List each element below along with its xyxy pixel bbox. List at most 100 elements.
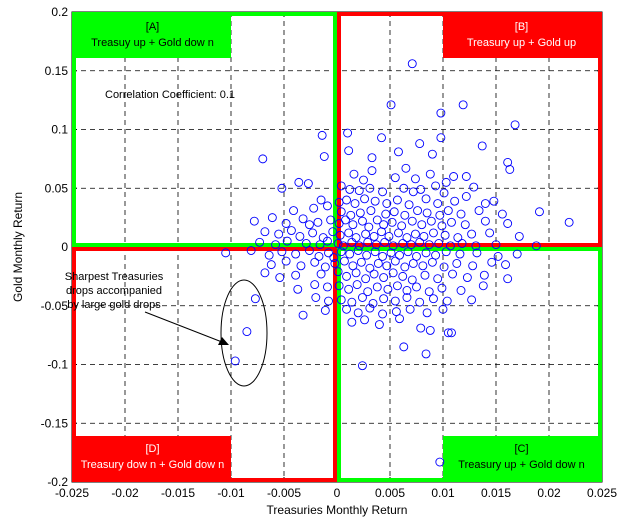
- data-point: [480, 216, 490, 226]
- data-point: [282, 236, 292, 246]
- data-point: [352, 280, 362, 290]
- data-point: [410, 229, 420, 239]
- data-point: [456, 209, 466, 219]
- data-point: [271, 240, 280, 250]
- data-point: [360, 315, 370, 325]
- y-tick-labels: 0.2 0.15 0.1 0.05 0 -0.05 -0.1 -0.15 -0.2: [41, 5, 602, 489]
- data-point: [365, 183, 375, 193]
- data-point: [264, 250, 274, 260]
- data-point: [401, 163, 411, 173]
- data-point: [497, 209, 507, 219]
- data-point: [303, 179, 313, 189]
- quadrant-b-label: Treasury up + Gold up: [467, 37, 576, 49]
- data-point: [445, 241, 455, 251]
- data-point: [369, 269, 379, 279]
- data-point: [311, 293, 321, 302]
- data-point: [275, 273, 285, 282]
- data-point: [354, 186, 364, 196]
- y-tick-label: 0: [61, 240, 68, 254]
- x-tick-label: -0.005: [267, 486, 301, 500]
- data-point: [342, 271, 351, 281]
- quadrant-c-tag: [C]: [514, 443, 528, 455]
- data-point: [467, 229, 477, 239]
- data-point: [319, 152, 329, 161]
- data-point: [433, 274, 443, 284]
- data-point: [398, 239, 408, 248]
- data-point: [379, 220, 389, 230]
- data-point: [514, 231, 524, 241]
- data-point: [347, 237, 357, 247]
- data-point: [324, 248, 333, 258]
- data-point: [357, 293, 367, 302]
- data-point: [372, 215, 382, 225]
- data-point: [392, 195, 402, 205]
- data-point: [255, 237, 265, 247]
- data-point: [355, 208, 365, 218]
- data-point: [274, 229, 284, 239]
- data-point: [365, 263, 375, 273]
- data-point: [395, 250, 404, 260]
- data-point: [336, 295, 346, 305]
- data-point: [369, 231, 379, 241]
- data-point: [395, 314, 404, 324]
- data-point: [344, 228, 354, 238]
- quadrant-d-label: Treasury dow n + Gold dow n: [81, 459, 225, 471]
- data-point: [493, 251, 503, 261]
- data-point: [316, 269, 326, 279]
- x-tick-label: -0.025: [55, 486, 89, 500]
- data-point: [277, 183, 287, 193]
- data-point: [477, 141, 487, 151]
- quadrant-d-tag: [D]: [145, 443, 159, 455]
- data-point: [386, 100, 396, 110]
- callout-line-2: drops accompanied: [66, 285, 162, 297]
- data-point: [448, 269, 457, 279]
- data-point: [221, 248, 231, 258]
- data-point: [503, 274, 513, 284]
- data-point: [313, 217, 323, 227]
- data-point: [310, 257, 320, 267]
- x-axis-label: Treasuries Monthly Return: [267, 503, 408, 517]
- data-point: [378, 251, 388, 261]
- data-point: [400, 262, 410, 272]
- data-point: [392, 281, 402, 291]
- quadrant-boxes: [A] Treasuy up + Gold dow n [B] Treasury up…: [72, 12, 602, 482]
- data-point: [412, 282, 421, 292]
- data-point: [323, 282, 332, 292]
- data-point: [457, 239, 467, 248]
- data-point: [339, 256, 349, 266]
- data-point: [407, 216, 417, 226]
- data-point: [277, 247, 287, 257]
- data-point: [365, 303, 375, 313]
- data-point: [357, 216, 367, 226]
- data-point: [349, 169, 359, 179]
- data-point: [438, 304, 448, 314]
- data-point: [315, 240, 325, 250]
- data-point: [370, 247, 380, 257]
- data-point: [416, 184, 426, 194]
- data-point: [390, 173, 400, 183]
- data-point: [380, 237, 390, 247]
- callout-arrow-shaft: [144, 311, 223, 343]
- data-point: [400, 210, 410, 220]
- data-point: [469, 182, 479, 192]
- y-tick-label: -0.05: [41, 299, 69, 313]
- data-point: [425, 325, 435, 335]
- data-point: [356, 257, 366, 267]
- data-point: [320, 262, 330, 272]
- data-point: [320, 306, 330, 315]
- data-point: [468, 261, 478, 271]
- data-point: [334, 281, 344, 291]
- data-point: [387, 217, 397, 227]
- data-point: [407, 275, 417, 285]
- data-point: [415, 139, 425, 149]
- data-point: [421, 194, 431, 204]
- data-point: [471, 241, 481, 251]
- data-point: [298, 310, 308, 320]
- data-point: [422, 308, 432, 318]
- data-point: [336, 181, 346, 191]
- data-point: [489, 196, 499, 206]
- data-point: [402, 286, 412, 295]
- data-point: [281, 256, 291, 266]
- data-point: [323, 236, 332, 246]
- data-point: [441, 247, 451, 257]
